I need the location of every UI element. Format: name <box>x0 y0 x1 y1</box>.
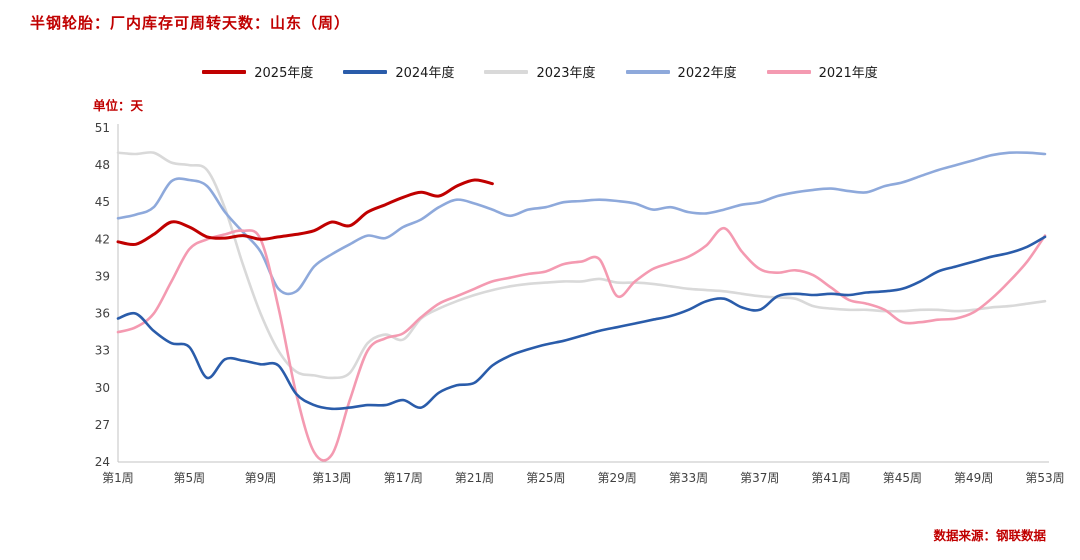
y-tick-label: 33 <box>95 344 110 358</box>
x-tick-label: 第5周 <box>173 471 205 485</box>
series-line-2024年度 <box>116 235 1047 411</box>
series-line-2025年度 <box>116 178 494 247</box>
legend-label: 2021年度 <box>818 66 878 81</box>
y-tick-label: 39 <box>95 269 110 283</box>
series-line-2022年度 <box>116 151 1047 296</box>
legend-label: 2023年度 <box>536 66 596 81</box>
series-line-2023年度 <box>116 151 1047 380</box>
y-tick-label: 27 <box>95 418 110 432</box>
x-tick-label: 第45周 <box>883 471 922 485</box>
legend-item-2025年度[interactable]: 2025年度 <box>202 62 313 81</box>
legend-item-2023年度[interactable]: 2023年度 <box>484 62 596 81</box>
legend-item-2024年度[interactable]: 2024年度 <box>343 62 454 81</box>
x-tick-label: 第13周 <box>312 471 351 485</box>
legend-item-2022年度[interactable]: 2022年度 <box>625 62 737 81</box>
y-tick-label: 48 <box>95 158 110 172</box>
chart-title: 半钢轮胎：厂内库存可周转天数：山东（周） <box>30 14 351 32</box>
y-tick-label: 30 <box>95 381 110 395</box>
y-tick-label: 42 <box>95 232 110 246</box>
legend-item-2021年度[interactable]: 2021年度 <box>766 62 878 81</box>
x-tick-label: 第9周 <box>245 471 277 485</box>
x-tick-label: 第37周 <box>740 471 779 485</box>
x-tick-label: 第1周 <box>102 471 134 485</box>
legend-label: 2022年度 <box>677 66 737 81</box>
series-line-2021年度 <box>116 226 1047 462</box>
legend-swatch <box>484 69 529 74</box>
legend-label: 2024年度 <box>395 66 455 81</box>
x-tick-label: 第21周 <box>455 471 494 485</box>
x-tick-label: 第25周 <box>526 471 565 485</box>
legend-swatch <box>202 69 247 74</box>
y-tick-label: 45 <box>95 195 110 209</box>
legend-swatch <box>625 69 670 74</box>
x-tick-label: 第49周 <box>954 471 993 485</box>
y-tick-label: 36 <box>95 307 110 321</box>
legend-label: 2025年度 <box>254 66 314 81</box>
legend-swatch <box>343 69 388 74</box>
y-tick-label: 24 <box>95 455 110 469</box>
legend: 2025年度 2024年度 2023年度 2022年度 2021年度 <box>0 62 1080 81</box>
x-tick-label: 第33周 <box>669 471 708 485</box>
data-source-label: 数据来源：钢联数据 <box>933 528 1046 543</box>
y-tick-label: 51 <box>95 121 110 135</box>
x-tick-label: 第41周 <box>811 471 850 485</box>
x-tick-label: 第29周 <box>598 471 637 485</box>
x-tick-label: 第53周 <box>1025 471 1064 485</box>
y-axis-unit-label: 单位：天 <box>93 98 144 113</box>
x-tick-label: 第17周 <box>384 471 423 485</box>
legend-swatch <box>766 69 811 74</box>
